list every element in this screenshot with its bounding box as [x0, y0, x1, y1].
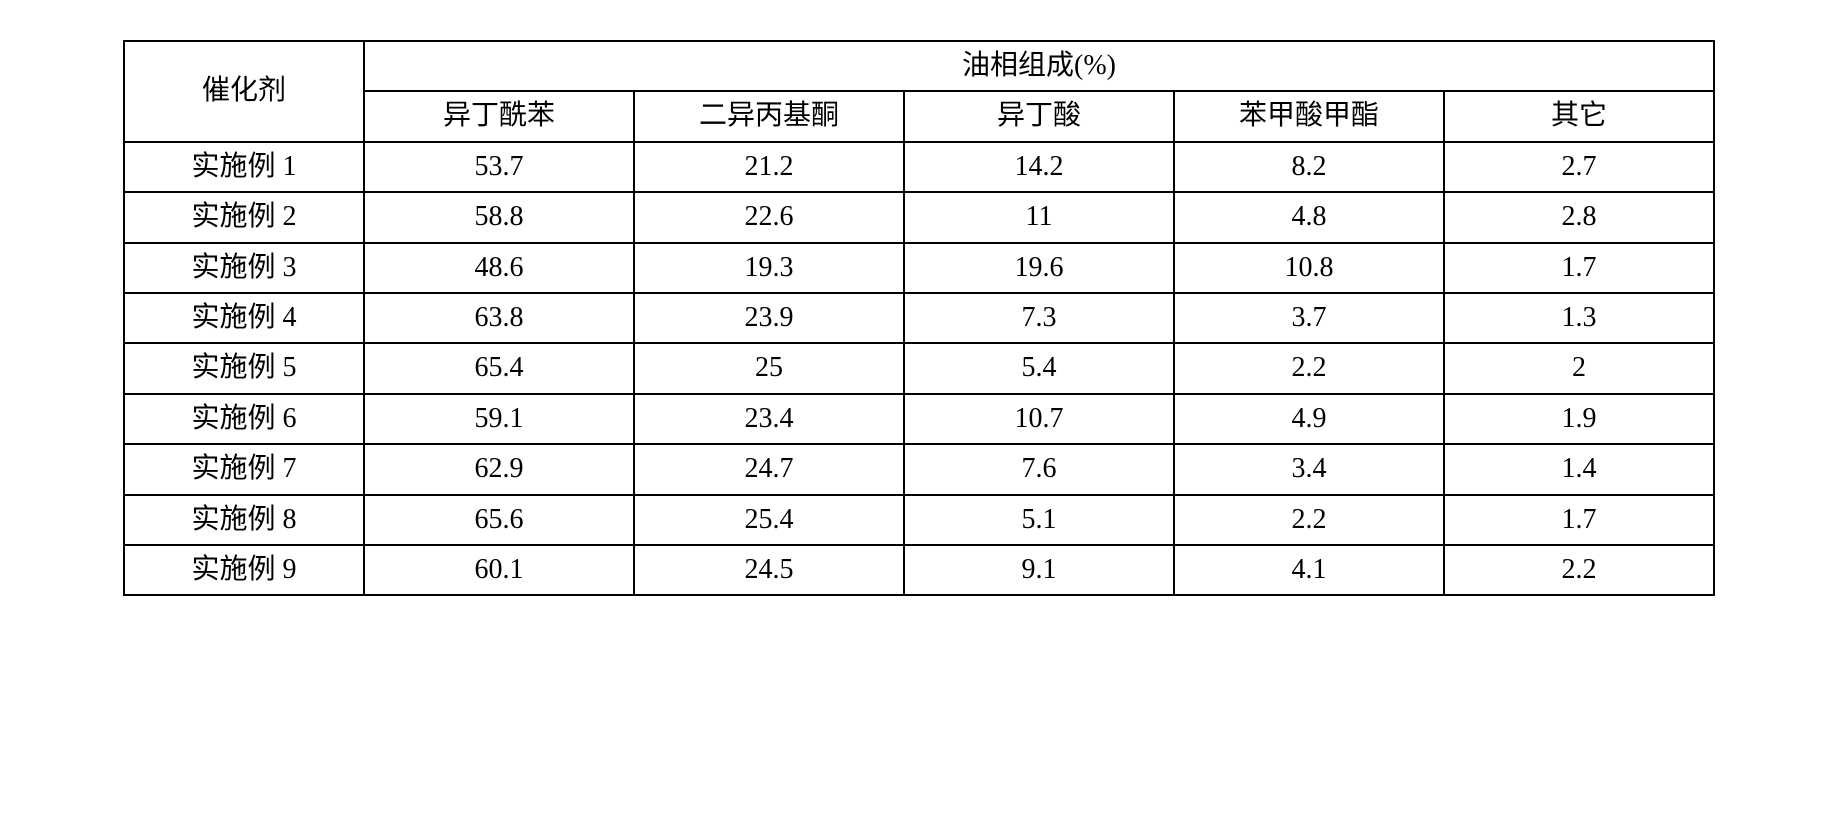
cell-value: 4.1 [1174, 545, 1444, 595]
cell-value: 7.6 [904, 444, 1174, 494]
table-row: 实施例 762.924.77.63.41.4 [124, 444, 1714, 494]
cell-value: 4.8 [1174, 192, 1444, 242]
table-body: 实施例 153.721.214.28.22.7实施例 258.822.6114.… [124, 142, 1714, 596]
header-col-3: 苯甲酸甲酯 [1174, 91, 1444, 141]
cell-value: 59.1 [364, 394, 634, 444]
cell-value: 3.7 [1174, 293, 1444, 343]
cell-value: 10.7 [904, 394, 1174, 444]
cell-value: 10.8 [1174, 243, 1444, 293]
cell-value: 2.2 [1174, 343, 1444, 393]
composition-table: 催化剂 油相组成(%) 异丁酰苯 二异丙基酮 异丁酸 苯甲酸甲酯 其它 实施例 … [123, 40, 1715, 596]
header-col-1: 二异丙基酮 [634, 91, 904, 141]
row-label: 实施例 6 [124, 394, 364, 444]
cell-value: 7.3 [904, 293, 1174, 343]
cell-value: 5.4 [904, 343, 1174, 393]
cell-value: 8.2 [1174, 142, 1444, 192]
cell-value: 4.9 [1174, 394, 1444, 444]
table-row: 实施例 960.124.59.14.12.2 [124, 545, 1714, 595]
cell-value: 19.6 [904, 243, 1174, 293]
cell-value: 11 [904, 192, 1174, 242]
row-label: 实施例 8 [124, 495, 364, 545]
table-row: 实施例 348.619.319.610.81.7 [124, 243, 1714, 293]
cell-value: 3.4 [1174, 444, 1444, 494]
header-col-2: 异丁酸 [904, 91, 1174, 141]
cell-value: 2.2 [1444, 545, 1714, 595]
cell-value: 2.2 [1174, 495, 1444, 545]
cell-value: 62.9 [364, 444, 634, 494]
cell-value: 65.6 [364, 495, 634, 545]
header-row-1: 催化剂 油相组成(%) [124, 41, 1714, 91]
row-label: 实施例 9 [124, 545, 364, 595]
cell-value: 24.5 [634, 545, 904, 595]
row-label: 实施例 1 [124, 142, 364, 192]
cell-value: 1.7 [1444, 495, 1714, 545]
table-row: 实施例 565.4255.42.22 [124, 343, 1714, 393]
cell-value: 23.9 [634, 293, 904, 343]
cell-value: 2 [1444, 343, 1714, 393]
cell-value: 23.4 [634, 394, 904, 444]
header-col-0: 异丁酰苯 [364, 91, 634, 141]
cell-value: 58.8 [364, 192, 634, 242]
cell-value: 65.4 [364, 343, 634, 393]
table-row: 实施例 865.625.45.12.21.7 [124, 495, 1714, 545]
header-group: 油相组成(%) [364, 41, 1714, 91]
cell-value: 19.3 [634, 243, 904, 293]
cell-value: 53.7 [364, 142, 634, 192]
table-row: 实施例 463.823.97.33.71.3 [124, 293, 1714, 343]
table-header: 催化剂 油相组成(%) 异丁酰苯 二异丙基酮 异丁酸 苯甲酸甲酯 其它 [124, 41, 1714, 142]
cell-value: 1.3 [1444, 293, 1714, 343]
cell-value: 48.6 [364, 243, 634, 293]
row-label: 实施例 4 [124, 293, 364, 343]
cell-value: 22.6 [634, 192, 904, 242]
row-label: 实施例 7 [124, 444, 364, 494]
table-row: 实施例 659.123.410.74.91.9 [124, 394, 1714, 444]
cell-value: 1.4 [1444, 444, 1714, 494]
cell-value: 21.2 [634, 142, 904, 192]
cell-value: 25 [634, 343, 904, 393]
cell-value: 2.8 [1444, 192, 1714, 242]
cell-value: 63.8 [364, 293, 634, 343]
cell-value: 2.7 [1444, 142, 1714, 192]
cell-value: 24.7 [634, 444, 904, 494]
cell-value: 1.9 [1444, 394, 1714, 444]
cell-value: 5.1 [904, 495, 1174, 545]
cell-value: 1.7 [1444, 243, 1714, 293]
header-col-4: 其它 [1444, 91, 1714, 141]
row-label: 实施例 5 [124, 343, 364, 393]
table-row: 实施例 258.822.6114.82.8 [124, 192, 1714, 242]
cell-value: 60.1 [364, 545, 634, 595]
row-label: 实施例 3 [124, 243, 364, 293]
cell-value: 14.2 [904, 142, 1174, 192]
cell-value: 25.4 [634, 495, 904, 545]
table-row: 实施例 153.721.214.28.22.7 [124, 142, 1714, 192]
header-catalyst: 催化剂 [124, 41, 364, 142]
cell-value: 9.1 [904, 545, 1174, 595]
row-label: 实施例 2 [124, 192, 364, 242]
